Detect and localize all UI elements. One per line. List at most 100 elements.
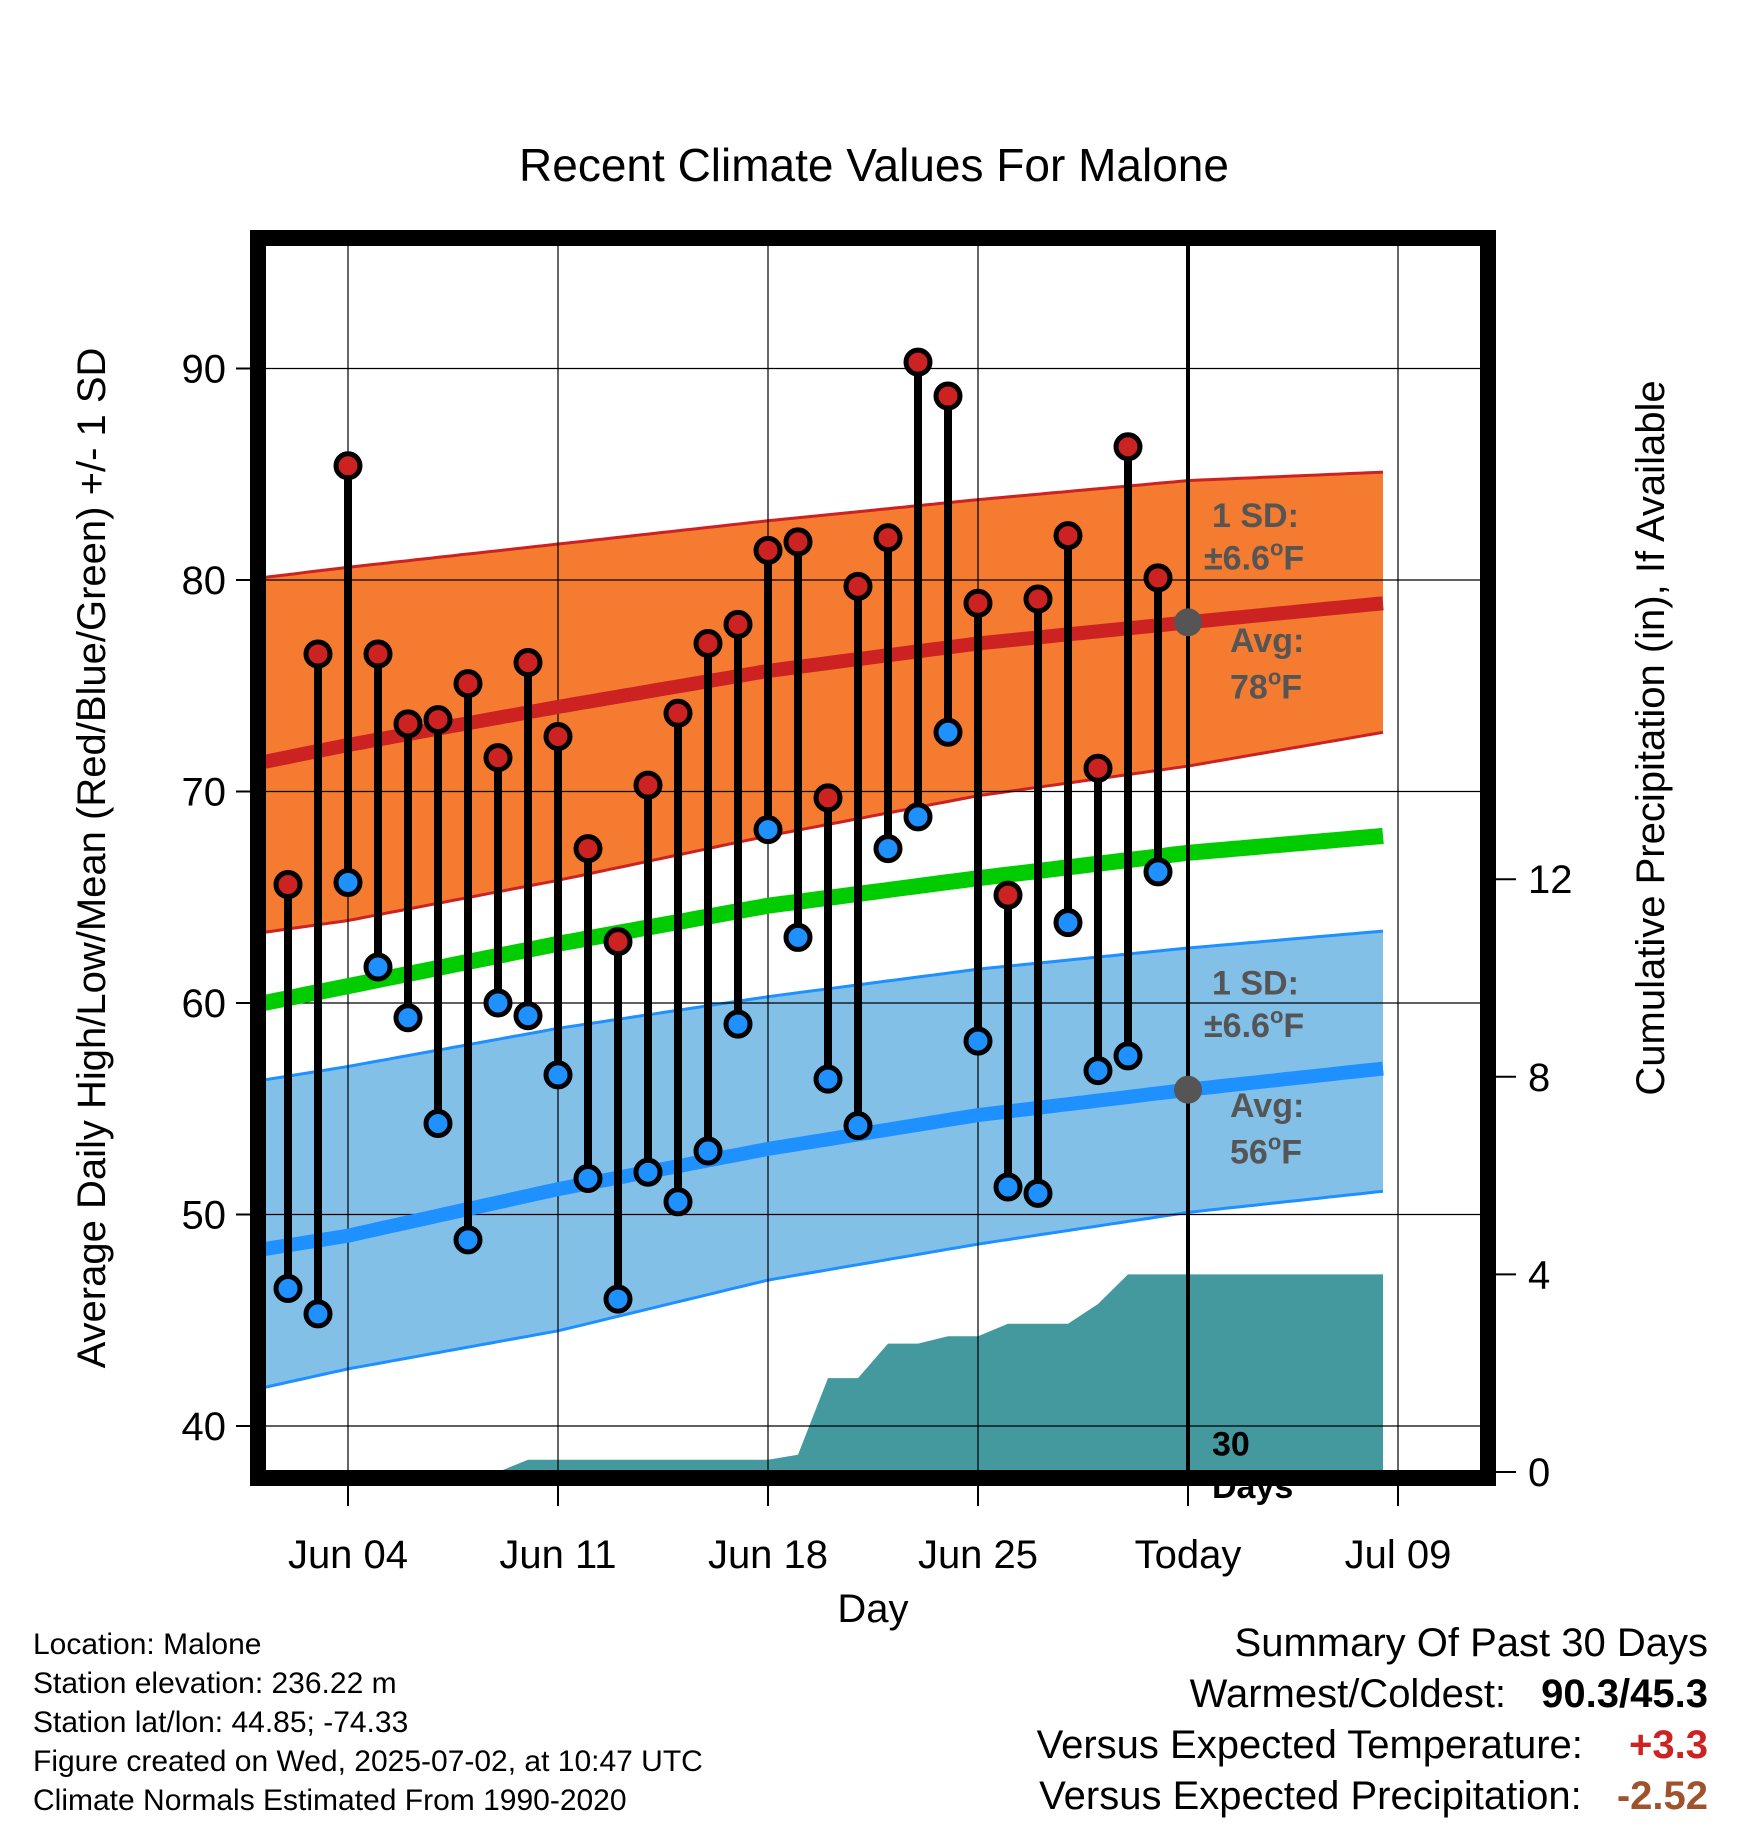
low-avg-label: Avg:: [1230, 1087, 1304, 1125]
high-point: [693, 628, 723, 658]
low-point: [363, 952, 393, 982]
location-text: Location: Malone: [33, 1628, 262, 1661]
low-point: [783, 922, 813, 952]
y2-tick-label: 12: [1528, 858, 1573, 902]
high-point: [1053, 521, 1083, 551]
low-point: [483, 988, 513, 1018]
high-point: [513, 647, 543, 677]
low-point: [1023, 1178, 1053, 1208]
high-point: [603, 927, 633, 957]
high-point: [753, 535, 783, 565]
low-point: [753, 815, 783, 845]
warmest-coldest-row: Warmest/Coldest: 90.3/45.3: [1037, 1669, 1708, 1720]
high-point: [783, 527, 813, 557]
x-tick-label: Today: [1135, 1533, 1242, 1577]
station-info: Location: Malone Station elevation: 236.…: [33, 1625, 703, 1820]
summary-title: Summary Of Past 30 Days: [1234, 1621, 1708, 1665]
low-point: [873, 834, 903, 864]
high-sd-label: 1 SD:: [1212, 497, 1299, 535]
precip-days-label-1: 30: [1212, 1426, 1250, 1464]
low-point: [333, 867, 363, 897]
high-point: [303, 639, 333, 669]
high-point: [423, 705, 453, 735]
high-point: [363, 639, 393, 669]
high-point: [573, 834, 603, 864]
low-point: [1143, 857, 1173, 887]
y-tick-label: 50: [182, 1194, 227, 1238]
created-text: Figure created on Wed, 2025-07-02, at 10…: [33, 1745, 703, 1778]
high-point: [1083, 753, 1113, 783]
today-high-normal-marker: [1174, 608, 1202, 637]
high-point: [663, 698, 693, 728]
precip-area: [498, 1274, 1383, 1472]
high-point: [933, 381, 963, 411]
y2-tick-label: 8: [1528, 1056, 1550, 1100]
high-point: [963, 588, 993, 618]
low-point: [273, 1274, 303, 1304]
low-point: [693, 1136, 723, 1166]
high-sd-lower-line: [264, 730, 1384, 934]
high-point: [813, 783, 843, 813]
x-tick-label: Jun 25: [918, 1533, 1038, 1577]
low-point: [573, 1164, 603, 1194]
low-point: [663, 1187, 693, 1217]
summary-panel: Summary Of Past 30 Days Warmest/Coldest:…: [1037, 1618, 1708, 1822]
low-point: [843, 1111, 873, 1141]
normals-text: Climate Normals Estimated From 1990-2020: [33, 1784, 627, 1817]
high-point: [393, 709, 423, 739]
plot-frame: [250, 230, 1496, 1486]
temp-anomaly-label: Versus Expected Temperature:: [1036, 1723, 1583, 1767]
x-tick-label: Jul 09: [1345, 1533, 1452, 1577]
high-point: [453, 669, 483, 699]
plot-area: [264, 244, 1482, 1472]
precip-anomaly-label: Versus Expected Precipitation:: [1039, 1774, 1582, 1818]
high-point: [333, 451, 363, 481]
low-point: [603, 1284, 633, 1314]
low-avg-value: 56oF: [1230, 1130, 1302, 1172]
temp-anomaly-row: Versus Expected Temperature: +3.3: [1037, 1720, 1708, 1771]
high-point: [1143, 563, 1173, 593]
chart-title: Recent Climate Values For Malone: [519, 139, 1229, 191]
low-point: [813, 1064, 843, 1094]
low-point: [963, 1026, 993, 1056]
high-sd-value: ±6.6oF: [1204, 535, 1304, 577]
low-point: [543, 1060, 573, 1090]
warmest-coldest-value: 90.3/45.3: [1541, 1672, 1708, 1716]
temp-anomaly-value: +3.3: [1629, 1723, 1708, 1767]
low-point: [723, 1009, 753, 1039]
y-tick-label: 80: [182, 559, 227, 603]
x-tick-label: Jun 18: [708, 1533, 828, 1577]
x-axis-label: Day: [837, 1587, 908, 1631]
low-sd-lower-line: [264, 1189, 1384, 1390]
high-point: [903, 347, 933, 377]
x-tick-label: Jun 11: [499, 1533, 616, 1577]
low-point: [993, 1172, 1023, 1202]
y2-tick-label: 0: [1528, 1451, 1550, 1495]
y-tick-label: 90: [182, 348, 227, 392]
x-tick-label: Jun 04: [288, 1533, 408, 1577]
y2-tick-label: 4: [1528, 1253, 1550, 1297]
low-point: [303, 1299, 333, 1329]
latlon-text: Station lat/lon: 44.85; -74.33: [33, 1706, 409, 1739]
high-avg-value: 78oF: [1230, 664, 1302, 706]
high-point: [483, 743, 513, 773]
high-point: [723, 609, 753, 639]
low-sd-label: 1 SD:: [1212, 965, 1299, 1003]
mean-normal-line: [264, 827, 1384, 1012]
high-sd-upper-line: [264, 470, 1384, 579]
low-point: [1053, 908, 1083, 938]
warmest-coldest-label: Warmest/Coldest:: [1189, 1672, 1507, 1716]
y2-axis-label: Cumulative Precipitation (in), If Availa…: [1629, 380, 1673, 1095]
low-point: [633, 1157, 663, 1187]
low-sd-upper-line: [264, 929, 1384, 1082]
low-sd-band: [264, 931, 1383, 1388]
high-avg-label: Avg:: [1230, 622, 1304, 660]
high-point: [273, 870, 303, 900]
low-point: [903, 802, 933, 832]
low-point: [1083, 1056, 1113, 1086]
low-point: [453, 1225, 483, 1255]
high-point: [993, 880, 1023, 910]
low-point: [423, 1109, 453, 1139]
today-low-normal-marker: [1174, 1075, 1202, 1104]
